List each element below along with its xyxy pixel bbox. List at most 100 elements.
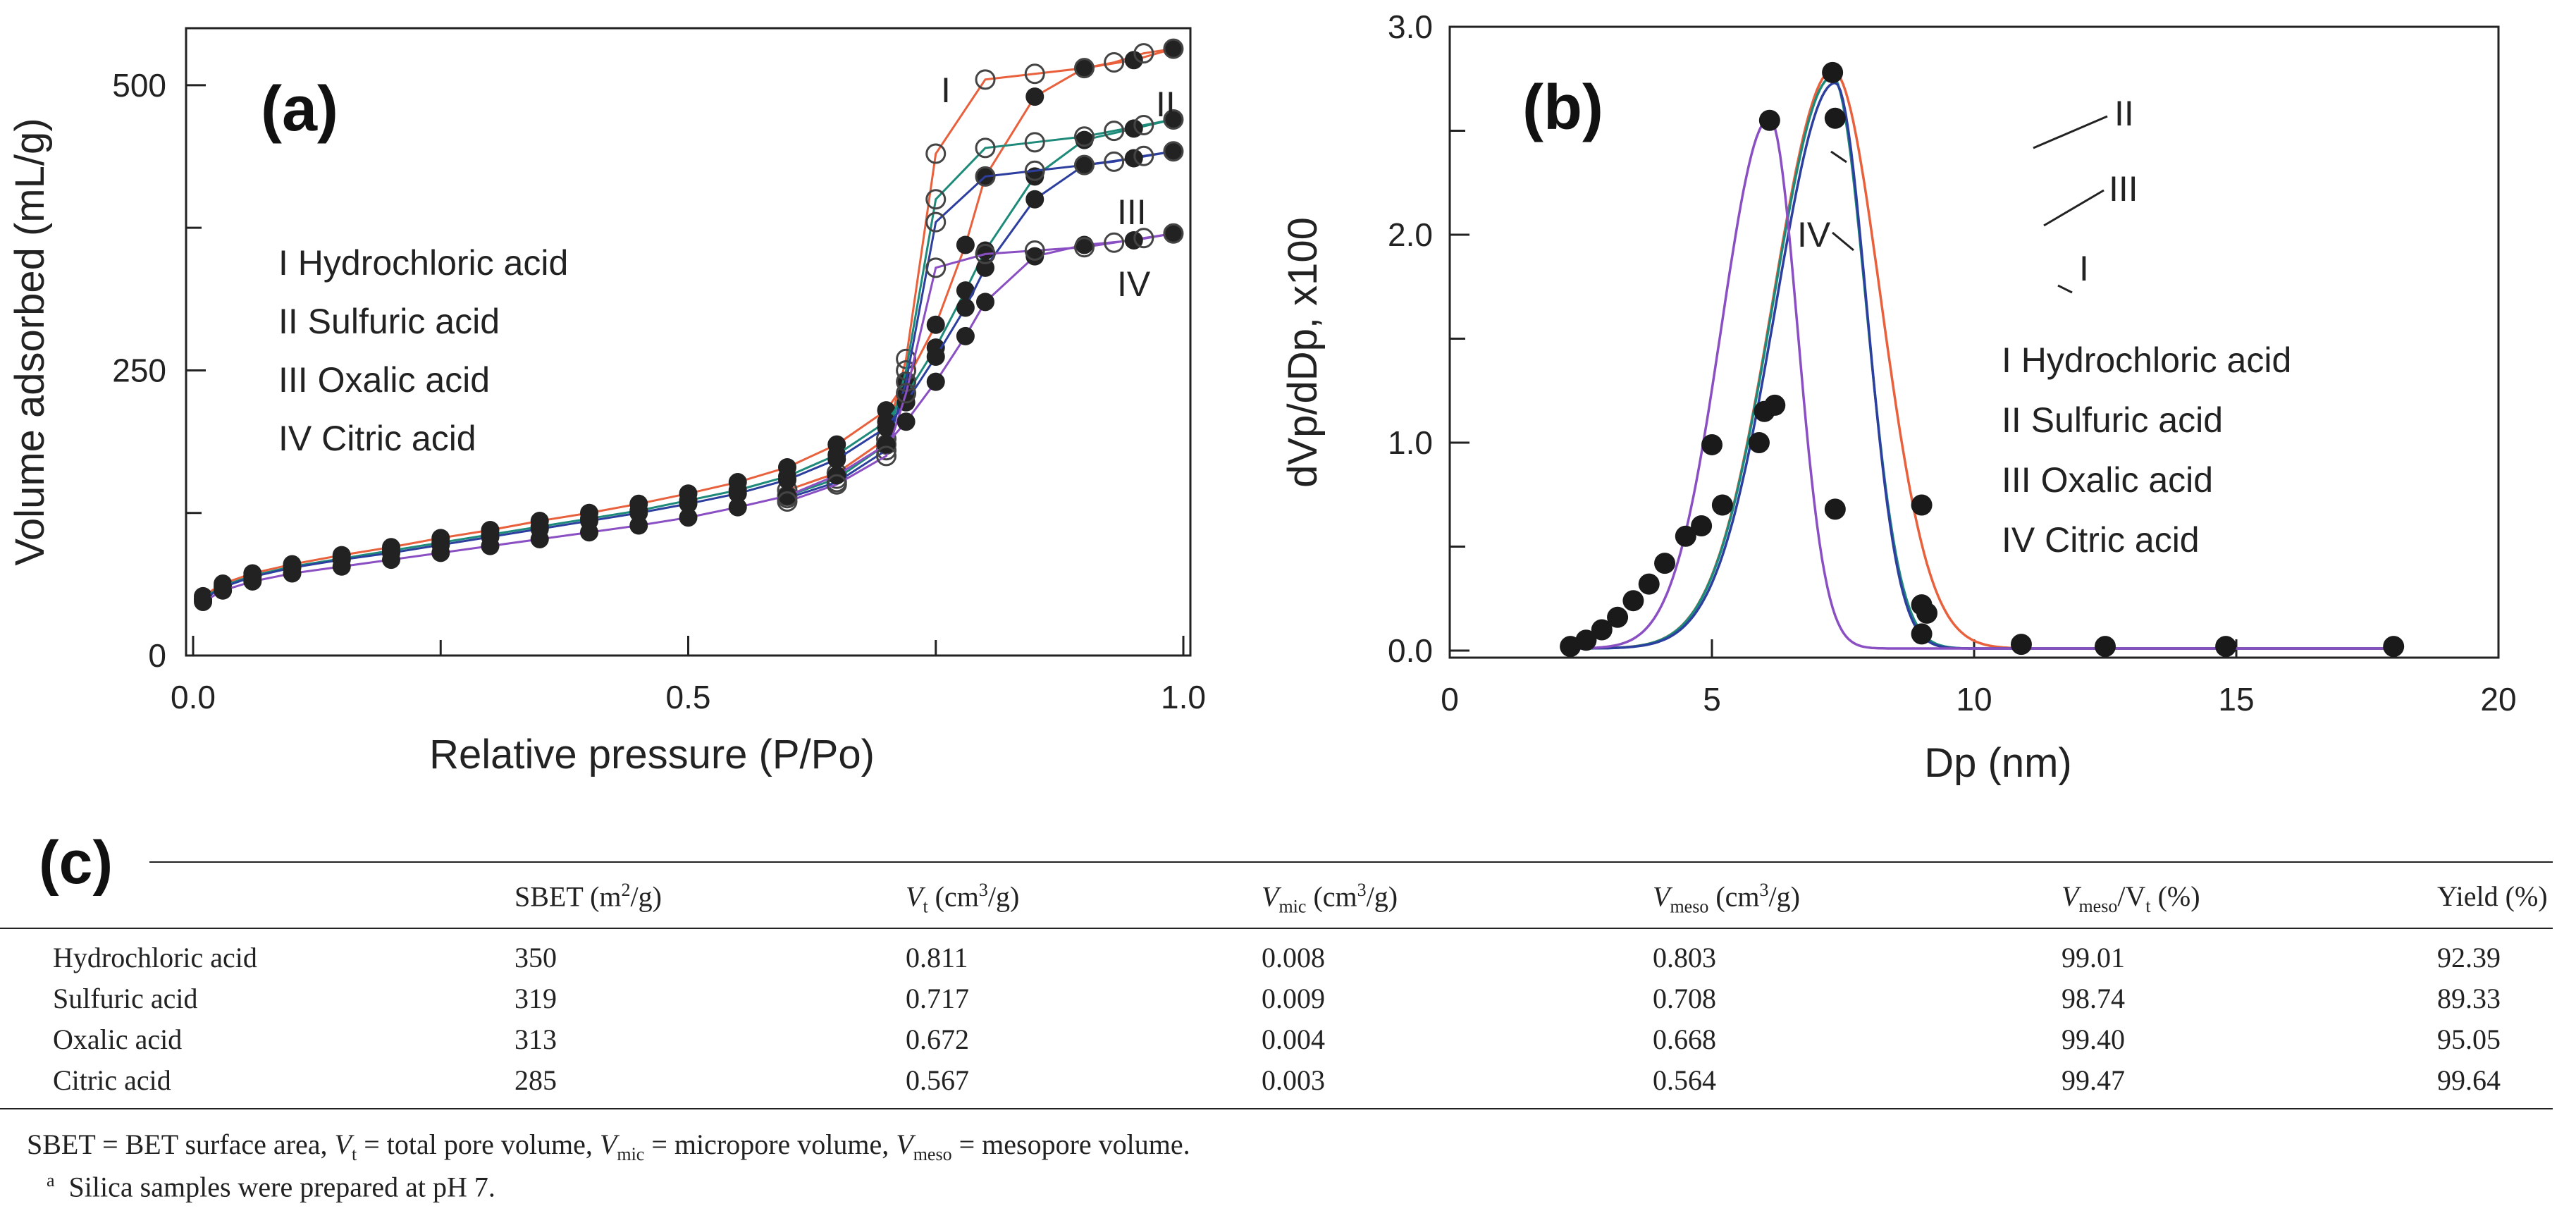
curve-leader-b-III <box>2043 189 2104 227</box>
legend-a-3: III Oxalic acid <box>278 360 490 400</box>
panel-label-c: (c) <box>39 829 113 897</box>
legend-a-2: II Sulfuric acid <box>278 302 500 341</box>
table-header-rule <box>0 928 2553 929</box>
table-row-label: Hydrochloric acid <box>53 942 257 973</box>
table-cell: 350 <box>514 942 557 973</box>
chart-a: 0.0 0.5 1.0 0 250 500 (a) I Hydrochloric acid… <box>7 27 1206 777</box>
point-b <box>1822 61 1844 83</box>
point-a-IV-des <box>1024 240 1045 262</box>
point-b <box>2010 634 2032 656</box>
chart-b-xtick-label: 20 <box>2480 681 2516 718</box>
table-cell: 0.567 <box>906 1064 969 1096</box>
table-cell: 99.01 <box>2062 942 2125 973</box>
point-a-I-des <box>1024 63 1045 85</box>
point-a-IV-ads <box>481 536 500 555</box>
point-a-III-des <box>925 211 947 233</box>
legend-b-4: IV Citric acid <box>2002 520 2200 560</box>
curve-label-b-III: III <box>2109 169 2138 209</box>
point-b <box>1711 494 1733 516</box>
point-a-IV-des <box>1104 232 1125 253</box>
point-a-IV-ads <box>926 372 945 391</box>
curve-label-b-II: II <box>2114 94 2134 133</box>
table-cell: 0.003 <box>1262 1064 1325 1096</box>
point-a-III-ads <box>629 503 648 522</box>
point-b <box>1824 498 1846 520</box>
point-a-IV-ads <box>332 557 351 576</box>
point-a-IV-ads <box>778 486 796 505</box>
table-cell: 92.39 <box>2437 942 2501 973</box>
point-a-IV-ads <box>283 564 302 583</box>
point-a-III-ads <box>827 450 846 469</box>
panel-label-a: (a) <box>261 74 338 144</box>
legend-b-3: III Oxalic acid <box>2002 460 2213 500</box>
curve-leader-b-I <box>2057 284 2073 294</box>
point-a-IV-des <box>975 243 996 264</box>
point-a-IV-des <box>896 383 917 404</box>
table-row-label: Sulfuric acid <box>53 983 198 1014</box>
point-a-II-des <box>1024 132 1045 153</box>
point-a-IV-ads <box>976 293 994 312</box>
point-b <box>1764 394 1786 416</box>
point-b <box>2095 636 2116 658</box>
chart-a-xtick-label: 0.0 <box>171 679 216 715</box>
table-cell: 0.004 <box>1262 1023 1325 1055</box>
point-a-IV-ads <box>679 508 698 527</box>
table-cell: 99.64 <box>2437 1064 2501 1096</box>
point-b <box>1591 619 1613 641</box>
point-a-IV-ads <box>382 550 400 570</box>
point-a-IV-ads <box>431 543 450 562</box>
table-cell: 99.40 <box>2062 1023 2125 1055</box>
table-cell: 0.008 <box>1262 942 1325 973</box>
table-cell: 0.803 <box>1653 942 1716 973</box>
series-a-IV-adsorption <box>202 232 1174 603</box>
point-a-II-des <box>1133 115 1154 136</box>
chart-a-ticks: 0.0 0.5 1.0 0 250 500 <box>112 67 1206 715</box>
point-b <box>1575 629 1597 651</box>
point-a-I-ads <box>956 235 975 254</box>
legend-b-2: II Sulfuric acid <box>2002 400 2223 440</box>
point-a-IV-ads <box>530 529 549 548</box>
series-b-IV <box>1565 116 2396 650</box>
point-a-IV-des <box>1074 237 1095 258</box>
chart-b-ticks: 0 5 10 15 20 0.0 1.0 2.0 3.0 <box>1388 8 2517 718</box>
point-a-I-des <box>1163 38 1184 59</box>
header-vmeso: Vmeso (cm3/g) <box>1653 880 1800 917</box>
point-b <box>1638 573 1660 595</box>
point-a-III-ads <box>877 418 896 437</box>
point-b <box>1748 432 1770 453</box>
curve-label-a-II: II <box>1156 85 1176 124</box>
chart-b-ytick-label: 2.0 <box>1388 216 1433 253</box>
point-a-III-ads <box>1164 142 1183 161</box>
point-a-I-des <box>1104 52 1125 73</box>
chart-a-xtick-label: 0.5 <box>666 679 711 715</box>
point-b <box>1911 623 1933 645</box>
point-a-I-des <box>1074 58 1095 79</box>
point-b <box>2215 636 2237 658</box>
point-a-II-des <box>1104 121 1125 142</box>
curve-label-a-I: I <box>941 70 951 110</box>
chart-a-xtick-label: 1.0 <box>1161 679 1206 715</box>
point-b <box>1824 107 1846 129</box>
point-a-IV-ads <box>896 412 916 431</box>
point-a-III-ads <box>1025 190 1044 209</box>
chart-b-ytick-label: 3.0 <box>1388 8 1433 45</box>
table-row-label: Oxalic acid <box>53 1023 183 1055</box>
table-footnote-1: SBET = BET surface area, Vt = total pore… <box>27 1128 1190 1164</box>
point-b <box>2383 636 2405 658</box>
point-a-IV-ads <box>1164 224 1183 243</box>
point-a-I-ads <box>1025 87 1044 106</box>
table-footnote-2: a Silica samples were prepared at pH 7. <box>47 1170 495 1203</box>
chart-b-xtick-label: 0 <box>1441 681 1459 718</box>
chart-b-ytick-label: 1.0 <box>1388 424 1433 461</box>
point-a-I-des <box>1133 43 1154 64</box>
point-a-III-des <box>975 166 996 187</box>
table-cell: 0.708 <box>1653 983 1716 1014</box>
table-cell: 285 <box>514 1064 557 1096</box>
header-yield: Yield (%) <box>2437 880 2548 912</box>
curve-label-b-I: I <box>2079 249 2089 288</box>
chart-a-legend: I Hydrochloric acid II Sulfuric acid III… <box>278 243 568 458</box>
table-bottom-rule <box>0 1108 2553 1109</box>
legend-a-1: I Hydrochloric acid <box>278 243 568 283</box>
point-a-II-ads <box>1164 110 1183 129</box>
chart-b: 0 5 10 15 20 0.0 1.0 2.0 3.0 (b) I Hydrochloric … <box>1280 8 2517 786</box>
